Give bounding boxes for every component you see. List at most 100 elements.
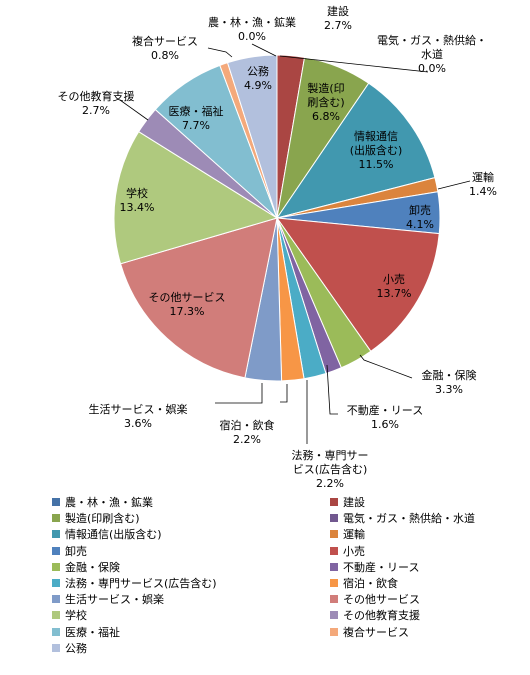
leader-line-2 [437, 180, 471, 190]
legend-swatch-6 [52, 546, 60, 555]
data-label-9: 不動産・リース 1.6% [347, 403, 423, 431]
data-label-1: 建設 2.7% [324, 4, 352, 32]
legend-item-1: 建設 [330, 494, 365, 510]
data-label-12-line-1: 3.6% [124, 417, 152, 430]
leader-line-3 [359, 354, 413, 379]
data-label-10-line-1: ビス(広告含む) [293, 462, 368, 476]
data-label-1-line-0: 建設 [327, 4, 349, 18]
legend-swatch-2 [52, 514, 60, 523]
data-label-17-line-1: 0.8% [151, 49, 179, 62]
slice-labels: 農・林・漁・鉱業 0.0%建設 2.7%製造(印刷含む) 6.8%電気・ガス・熱供給・… [58, 4, 497, 490]
data-label-18: 公務 4.9% [244, 64, 272, 92]
legend-label-7: 小売 [343, 544, 365, 558]
data-label-4-line-2: 11.5% [359, 158, 394, 171]
data-label-8: 金融・保険 3.3% [422, 368, 477, 396]
legend-label-17: 複合サービス [343, 625, 409, 639]
leader-line-1 [279, 55, 429, 73]
legend-item-13: その他サービス [330, 591, 420, 607]
data-label-17-line-0: 複合サービス [132, 34, 198, 48]
data-label-4-line-0: 情報通信 [354, 130, 398, 143]
data-label-11-line-0: 宿泊・飲食 [220, 418, 275, 432]
legend-swatch-14 [52, 611, 60, 620]
legend-item-16: 医療・福祉 [52, 624, 120, 640]
legend-swatch-1 [330, 498, 338, 506]
legend-item-8: 金融・保険 [52, 559, 120, 575]
legend-swatch-13 [330, 595, 338, 604]
legend-swatch-0 [52, 498, 60, 506]
data-label-15: その他教育支援 2.7% [58, 89, 135, 117]
data-label-10-line-2: 2.2% [316, 477, 344, 490]
legend-swatch-7 [330, 546, 338, 555]
legend-item-2: 製造(印刷含む) [52, 510, 140, 526]
legend-label-18: 公務 [65, 641, 87, 655]
data-label-2: 製造(印刷含む) 6.8% [307, 81, 344, 123]
legend-item-18: 公務 [52, 640, 87, 656]
legend-item-11: 宿泊・飲食 [330, 575, 398, 591]
data-label-15-line-0: その他教育支援 [58, 89, 135, 103]
legend-item-7: 小売 [330, 543, 365, 559]
data-label-6: 卸売 4.1% [406, 203, 434, 231]
legend-label-15: その他教育支援 [343, 609, 420, 623]
pie-slices [113, 54, 441, 382]
legend-item-12: 生活サービス・娯楽 [52, 591, 164, 607]
data-label-3: 電気・ガス・熱供給・水道 0.0% [377, 33, 487, 75]
data-label-2-line-0: 製造(印 [307, 81, 344, 95]
data-label-13-line-0: その他サービス [149, 291, 226, 304]
leader-line-0 [251, 43, 277, 57]
legend-label-9: 不動産・リース [343, 560, 420, 574]
data-label-0-line-0: 農・林・漁・鉱業 [208, 15, 296, 29]
data-label-17: 複合サービス 0.8% [132, 34, 198, 62]
data-label-5: 運輸 1.4% [469, 170, 497, 198]
data-label-3-line-2: 0.0% [418, 62, 446, 75]
legend-item-5: 運輸 [330, 526, 365, 542]
data-label-15-line-1: 2.7% [82, 104, 110, 117]
data-label-18-line-1: 4.9% [244, 79, 272, 92]
leader-lines [119, 43, 471, 444]
data-label-5-line-1: 1.4% [469, 185, 497, 198]
legend-label-3: 電気・ガス・熱供給・水道 [343, 512, 475, 526]
legend-label-14: 学校 [65, 609, 87, 623]
legend-swatch-8 [52, 562, 60, 571]
legend-item-3: 電気・ガス・熱供給・水道 [330, 510, 475, 526]
legend-swatch-5 [330, 530, 338, 539]
legend-label-11: 宿泊・飲食 [343, 577, 398, 590]
data-label-16: 医療・福祉 7.7% [169, 104, 224, 132]
legend-item-9: 不動産・リース [330, 559, 419, 575]
pie-slice-7 [275, 217, 440, 352]
data-label-10-line-0: 法務・専門サー [292, 448, 369, 462]
pie-slice-14 [113, 130, 279, 265]
legend-item-15: その他教育支援 [330, 607, 420, 623]
legend-label-12: 生活サービス・娯楽 [65, 593, 164, 607]
legend-swatch-4 [52, 530, 60, 539]
legend-item-0: 農・林・漁・鉱業 [52, 494, 153, 510]
pie-slice-18 [226, 54, 278, 219]
legend-label-2: 製造(印刷含む) [65, 512, 140, 526]
data-label-2-line-1: 刷含む) [307, 95, 344, 109]
legend-label-8: 金融・保険 [65, 560, 120, 574]
legend-swatch-3 [330, 514, 338, 523]
legend-item-10: 法務・専門サービス(広告含む) [52, 575, 217, 591]
data-label-0: 農・林・漁・鉱業 0.0% [208, 15, 296, 43]
data-label-7: 小売 13.7% [377, 273, 412, 300]
legend-swatch-15 [330, 611, 338, 620]
data-label-3-line-0: 電気・ガス・熱供給・ [377, 33, 487, 47]
legend-swatch-16 [52, 627, 60, 636]
data-label-3-line-1: 水道 [421, 47, 443, 61]
data-label-6-line-1: 4.1% [406, 218, 434, 231]
data-label-16-line-1: 7.7% [182, 119, 210, 132]
data-label-10: 法務・専門サービス(広告含む) 2.2% [292, 448, 369, 490]
legend-swatch-18 [52, 643, 60, 652]
data-label-8-line-1: 3.3% [435, 383, 463, 396]
pie-slice-13 [119, 217, 278, 379]
legend-item-4: 情報通信(出版含む) [52, 526, 162, 542]
legend-item-6: 卸売 [52, 543, 87, 559]
data-label-0-line-1: 0.0% [238, 30, 266, 43]
legend-item-14: 学校 [52, 607, 87, 623]
legend-label-5: 運輸 [343, 528, 365, 542]
data-label-13-line-1: 17.3% [170, 305, 205, 318]
legend-swatch-12 [52, 595, 60, 604]
data-label-18-line-0: 公務 [247, 64, 269, 78]
leader-line-9 [207, 47, 233, 58]
leader-line-4 [326, 364, 338, 415]
legend-item-17: 複合サービス [330, 624, 409, 640]
